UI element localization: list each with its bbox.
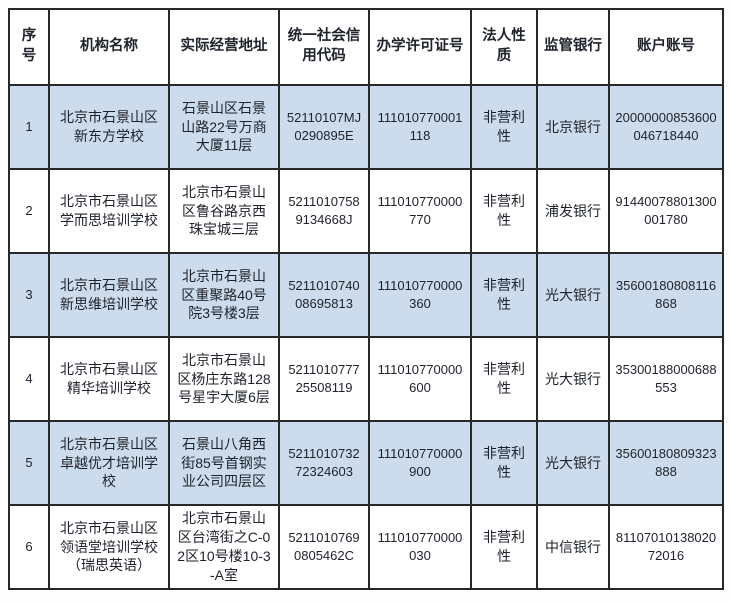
cell-name: 北京市石景山区卓越优才培训学校 <box>48 420 170 506</box>
column-header-address: 实际经营地址 <box>168 8 280 86</box>
cell-license_no: 111010770000360 <box>368 252 472 338</box>
cell-account: 35600180809323888 <box>608 420 724 506</box>
cell-license_no: 111010770001118 <box>368 84 472 170</box>
cell-address: 北京市石景山区台湾街之C-02区10号楼10-3-A室 <box>168 504 280 590</box>
header-row: 序号 机构名称 实际经营地址 统一社会信用代码 办学许可证号 法人性质 监管银行 账户账号 <box>8 8 724 86</box>
cell-bank: 光大银行 <box>536 336 610 422</box>
table-row: 4 北京市石景山区精华培训学校 北京市石景山区杨庄东路128号星宇大厦6层 52110… <box>8 336 724 422</box>
cell-name: 北京市石景山区新东方学校 <box>48 84 170 170</box>
cell-bank: 光大银行 <box>536 420 610 506</box>
table-row: 1 北京市石景山区新东方学校 石景山区石景山路22号万商大厦11层 52110107M… <box>8 84 724 170</box>
table-row: 5 北京市石景山区卓越优才培训学校 石景山八角西街85号首钢实业公司四层区 52110… <box>8 420 724 506</box>
cell-bank: 浦发银行 <box>536 168 610 254</box>
cell-seq: 1 <box>8 84 50 170</box>
cell-name: 北京市石景山区领语堂培训学校（瑞思英语） <box>48 504 170 590</box>
cell-name: 北京市石景山区学而思培训学校 <box>48 168 170 254</box>
cell-bank: 中信银行 <box>536 504 610 590</box>
table-row: 6 北京市石景山区领语堂培训学校（瑞思英语） 北京市石景山区台湾街之C-02区10号… <box>8 504 724 590</box>
cell-legal_nature: 非营利性 <box>470 504 538 590</box>
cell-address: 北京市石景山区重聚路40号院3号楼3层 <box>168 252 280 338</box>
cell-address: 石景山八角西街85号首钢实业公司四层区 <box>168 420 280 506</box>
cell-credit_code: 52110107690805462C <box>278 504 370 590</box>
table-header: 序号 机构名称 实际经营地址 统一社会信用代码 办学许可证号 法人性质 监管银行 账户账号 <box>8 8 724 86</box>
cell-license_no: 111010770000600 <box>368 336 472 422</box>
table-row: 2 北京市石景山区学而思培训学校 北京市石景山区鲁谷路京西珠宝城三层 52110107… <box>8 168 724 254</box>
column-header-bank: 监管银行 <box>536 8 610 86</box>
cell-address: 石景山区石景山路22号万商大厦11层 <box>168 84 280 170</box>
cell-legal_nature: 非营利性 <box>470 84 538 170</box>
cell-seq: 2 <box>8 168 50 254</box>
cell-legal_nature: 非营利性 <box>470 168 538 254</box>
cell-bank: 光大银行 <box>536 252 610 338</box>
table-body: 1 北京市石景山区新东方学校 石景山区石景山路22号万商大厦11层 52110107M… <box>8 84 724 590</box>
cell-account: 35300188000688553 <box>608 336 724 422</box>
cell-address: 北京市石景山区杨庄东路128号星宇大厦6层 <box>168 336 280 422</box>
cell-legal_nature: 非营利性 <box>470 252 538 338</box>
cell-credit_code: 521101074008695813 <box>278 252 370 338</box>
cell-legal_nature: 非营利性 <box>470 420 538 506</box>
cell-license_no: 111010770000770 <box>368 168 472 254</box>
cell-credit_code: 52110107589134668J <box>278 168 370 254</box>
cell-account: 20000000853600046718440 <box>608 84 724 170</box>
cell-legal_nature: 非营利性 <box>470 336 538 422</box>
cell-credit_code: 52110107MJ0290895E <box>278 84 370 170</box>
column-header-legal_nature: 法人性质 <box>470 8 538 86</box>
column-header-account: 账户账号 <box>608 8 724 86</box>
table-row: 3 北京市石景山区新思维培训学校 北京市石景山区重聚路40号院3号楼3层 521101… <box>8 252 724 338</box>
cell-license_no: 111010770000900 <box>368 420 472 506</box>
column-header-name: 机构名称 <box>48 8 170 86</box>
cell-account: 8110701013802072016 <box>608 504 724 590</box>
cell-seq: 6 <box>8 504 50 590</box>
cell-credit_code: 521101077725508119 <box>278 336 370 422</box>
cell-seq: 3 <box>8 252 50 338</box>
cell-name: 北京市石景山区新思维培训学校 <box>48 252 170 338</box>
column-header-credit_code: 统一社会信用代码 <box>278 8 370 86</box>
cell-credit_code: 521101073272324603 <box>278 420 370 506</box>
cell-seq: 4 <box>8 336 50 422</box>
cell-seq: 5 <box>8 420 50 506</box>
cell-name: 北京市石景山区精华培训学校 <box>48 336 170 422</box>
cell-license_no: 111010770000030 <box>368 504 472 590</box>
cell-bank: 北京银行 <box>536 84 610 170</box>
institutions-table: 序号 机构名称 实际经营地址 统一社会信用代码 办学许可证号 法人性质 监管银行 账户账号 1… <box>8 8 724 590</box>
cell-address: 北京市石景山区鲁谷路京西珠宝城三层 <box>168 168 280 254</box>
column-header-seq: 序号 <box>8 8 50 86</box>
column-header-license_no: 办学许可证号 <box>368 8 472 86</box>
cell-account: 91440078801300001780 <box>608 168 724 254</box>
cell-account: 35600180808116868 <box>608 252 724 338</box>
